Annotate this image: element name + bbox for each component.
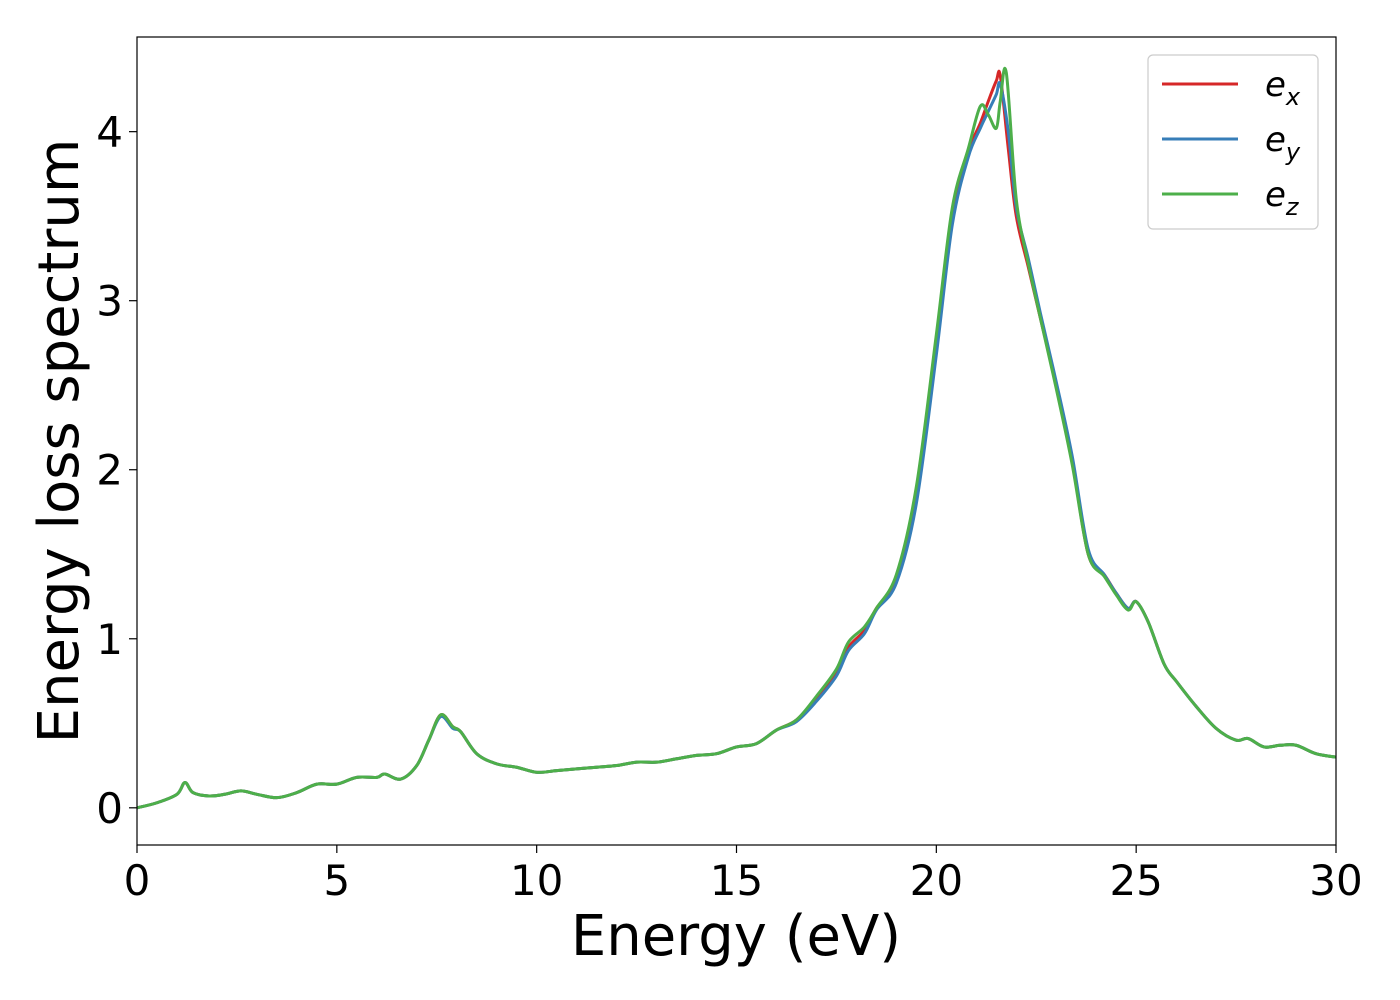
y-tick-label: 4 [96, 108, 123, 157]
x-tick-label: 20 [910, 856, 963, 905]
x-tick-label: 10 [510, 856, 563, 905]
x-axis-ticks: 0 5 10 15 20 25 30 [124, 845, 1363, 905]
x-axis-title: Energy (eV) [571, 904, 901, 969]
legend-label-y: ey [1265, 120, 1301, 166]
legend-box [1147, 54, 1319, 230]
x-tick-label: 0 [124, 856, 151, 905]
legend: ex ey ez [1147, 54, 1319, 230]
y-tick-label: 2 [96, 446, 123, 495]
x-tick-label: 30 [1309, 856, 1362, 905]
series-layer [137, 67, 1336, 810]
legend-label-z: ez [1265, 175, 1300, 221]
y-axis-title: Energy loss spectrum [27, 139, 92, 744]
legend-label-x: ex [1265, 65, 1301, 111]
y-tick-label: 1 [96, 615, 123, 664]
y-tick-label: 3 [96, 277, 123, 326]
legend-entries: ex ey ez [1162, 65, 1301, 221]
x-tick-label: 15 [710, 856, 763, 905]
y-axis-ticks: 0 1 2 3 4 [96, 108, 137, 833]
x-tick-label: 25 [1109, 856, 1162, 905]
y-tick-label: 0 [96, 784, 123, 833]
x-tick-label: 5 [323, 856, 350, 905]
series-line-z [137, 67, 1336, 810]
